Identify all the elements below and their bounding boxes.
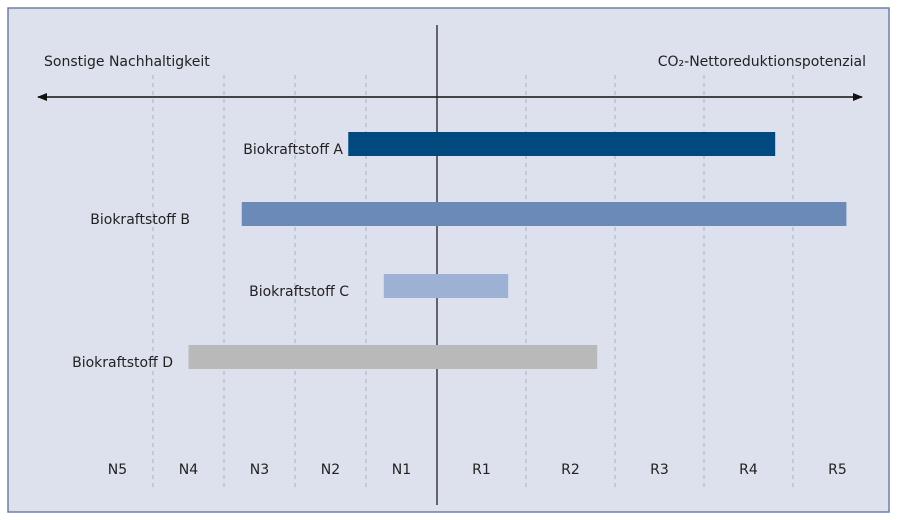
frame bbox=[7, 7, 890, 513]
bar bbox=[383, 274, 509, 298]
x-tick-label: R3 bbox=[650, 462, 669, 478]
x-tick-label: R4 bbox=[739, 462, 758, 478]
bar-label: Biokraftstoff B bbox=[90, 212, 190, 228]
x-tick-label: N1 bbox=[392, 462, 411, 478]
x-tick-label: N2 bbox=[321, 462, 340, 478]
x-tick-label: N5 bbox=[108, 462, 127, 478]
bar bbox=[241, 202, 847, 226]
bar-label: Biokraftstoff C bbox=[249, 284, 349, 300]
x-tick-label: N4 bbox=[179, 462, 198, 478]
x-tick-label: R1 bbox=[472, 462, 491, 478]
bar-label: Biokraftstoff A bbox=[243, 142, 343, 158]
x-tick-label: N3 bbox=[250, 462, 269, 478]
x-tick-label: R2 bbox=[561, 462, 580, 478]
x-tick-label: R5 bbox=[828, 462, 847, 478]
bar-label: Biokraftstoff D bbox=[72, 355, 173, 371]
bar bbox=[188, 345, 598, 369]
axis-label-right: CO₂-Nettoreduktionspotenzial bbox=[658, 54, 866, 70]
axis-label-left: Sonstige Nachhaltigkeit bbox=[44, 54, 210, 70]
bar bbox=[348, 132, 776, 156]
